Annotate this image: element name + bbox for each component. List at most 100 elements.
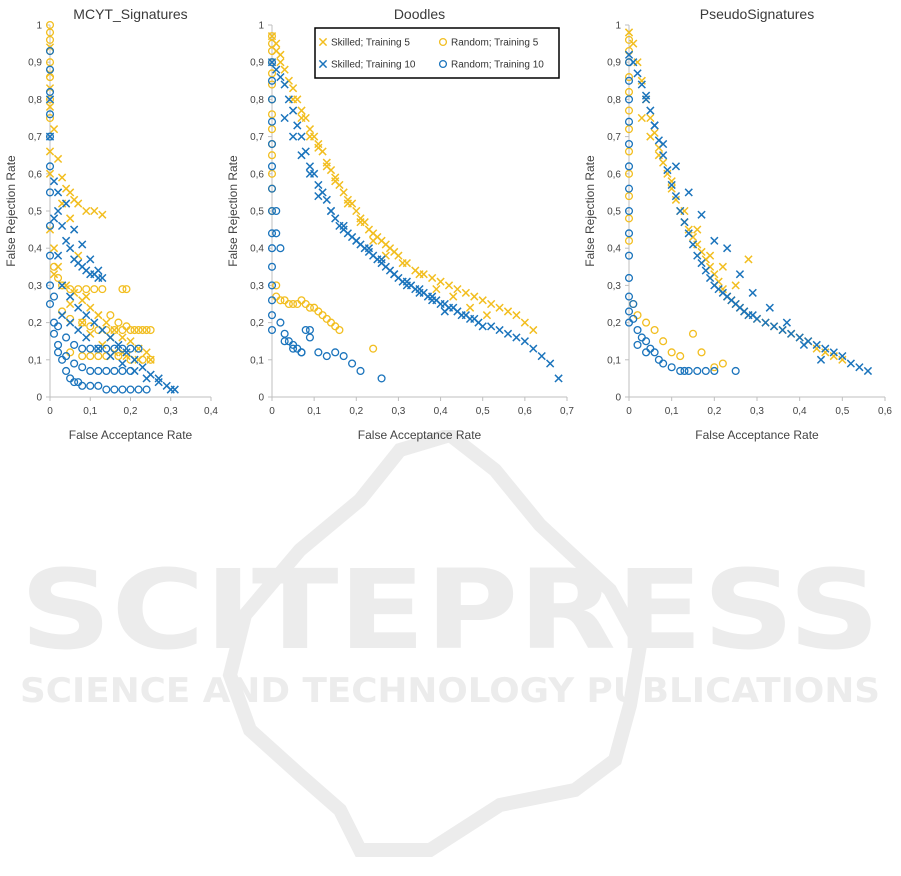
x-tick-label: 0,4 [434,406,448,417]
data-point-x [322,195,331,204]
data-point-x [53,154,63,164]
data-point-o [118,325,127,335]
data-point-o [70,359,79,368]
data-point-x [49,244,59,253]
data-point-o [624,139,634,149]
data-point-o [267,281,277,290]
data-point-o [45,251,55,260]
data-point-x [487,322,496,331]
data-point-x [339,188,348,197]
data-point-o [280,337,289,346]
data-point-o [78,344,87,353]
data-point-x [470,292,479,301]
data-point-x [812,344,821,353]
x-tick-label: 0,7 [560,406,574,417]
y-tick-label: 0,6 [250,169,264,180]
data-point-x [520,337,529,346]
data-point-o [146,325,155,335]
data-point-o [310,303,319,312]
data-point-o [53,340,63,349]
x-tick-label: 0,2 [124,406,138,417]
x-tick-label: 0,1 [83,406,97,417]
x-tick-label: 0,3 [391,406,405,417]
data-point-x [503,307,513,316]
data-point-o [624,35,634,44]
data-point-x [529,344,538,353]
data-point-x [667,184,676,193]
data-point-x [453,284,462,294]
data-point-o [697,348,706,357]
data-point-o [126,385,135,394]
y-tick-label: 0,7 [250,132,264,143]
data-point-x [364,244,374,253]
data-point-x [53,188,63,197]
data-point-o [66,374,75,383]
data-point-x [684,225,693,234]
data-point-x [352,236,361,245]
data-point-o [629,299,638,309]
data-point-o [267,80,277,89]
y-tick-label: 0,5 [28,207,42,218]
data-point-x [752,314,762,324]
data-point-o [134,385,143,394]
data-point-o [98,285,107,294]
data-point-x [142,348,151,357]
data-point-x [86,255,95,264]
data-point-x [646,113,655,123]
data-point-x [487,299,496,309]
data-point-x [122,348,131,357]
data-point-o [267,58,277,67]
data-point-o [126,366,135,376]
data-point-x [276,50,285,59]
data-point-x [65,244,75,253]
data-point-x [440,307,449,316]
y-tick-label: 0,7 [607,132,621,143]
data-point-x [154,374,163,383]
data-point-x [331,177,340,186]
y-tick-label: 0 [615,393,621,404]
data-point-o [94,381,103,390]
data-point-x [629,39,638,48]
data-point-o [45,162,55,171]
series-random-training-10 [624,58,740,376]
legend-label: Random; Training 10 [451,60,544,71]
data-point-o [45,113,55,123]
series-skilled-training-10 [45,95,179,394]
data-point-x [90,318,99,327]
data-point-x [816,355,826,364]
data-point-o [45,110,55,119]
y-tick-label: 0,1 [250,355,264,366]
data-point-x [748,288,757,297]
y-tick-label: 0,9 [250,58,264,69]
data-point-o [66,348,75,357]
data-point-x [82,333,91,342]
x-axis-label: False Acceptance Rate [69,428,193,442]
data-point-x [787,329,796,338]
data-point-x [352,206,361,216]
y-axis-label: False Rejection Rate [4,155,18,267]
legend-label: Skilled; Training 10 [331,60,416,71]
y-tick-label: 0,2 [607,318,621,329]
y-tick-label: 0,8 [28,95,42,106]
data-point-o [86,366,95,376]
data-point-x [377,255,386,264]
data-point-x [305,169,315,178]
x-tick-label: 0,5 [835,406,849,417]
x-tick-label: 0,5 [476,406,490,417]
data-point-x [280,80,289,89]
data-point-o [624,117,634,126]
data-point-x [855,363,864,372]
data-point-o [633,311,642,320]
data-point-o [650,348,659,357]
y-tick-label: 0 [258,393,264,404]
data-point-x [676,206,685,216]
data-point-x [57,311,67,320]
data-point-x [465,303,475,312]
data-point-x [276,58,285,67]
legend-marker-o [438,59,448,69]
watermark-text-main: SCITEPRESS [20,546,880,674]
data-point-o [629,314,638,323]
data-point-o [118,285,127,294]
data-point-x [61,199,71,208]
data-point-o [142,385,151,394]
